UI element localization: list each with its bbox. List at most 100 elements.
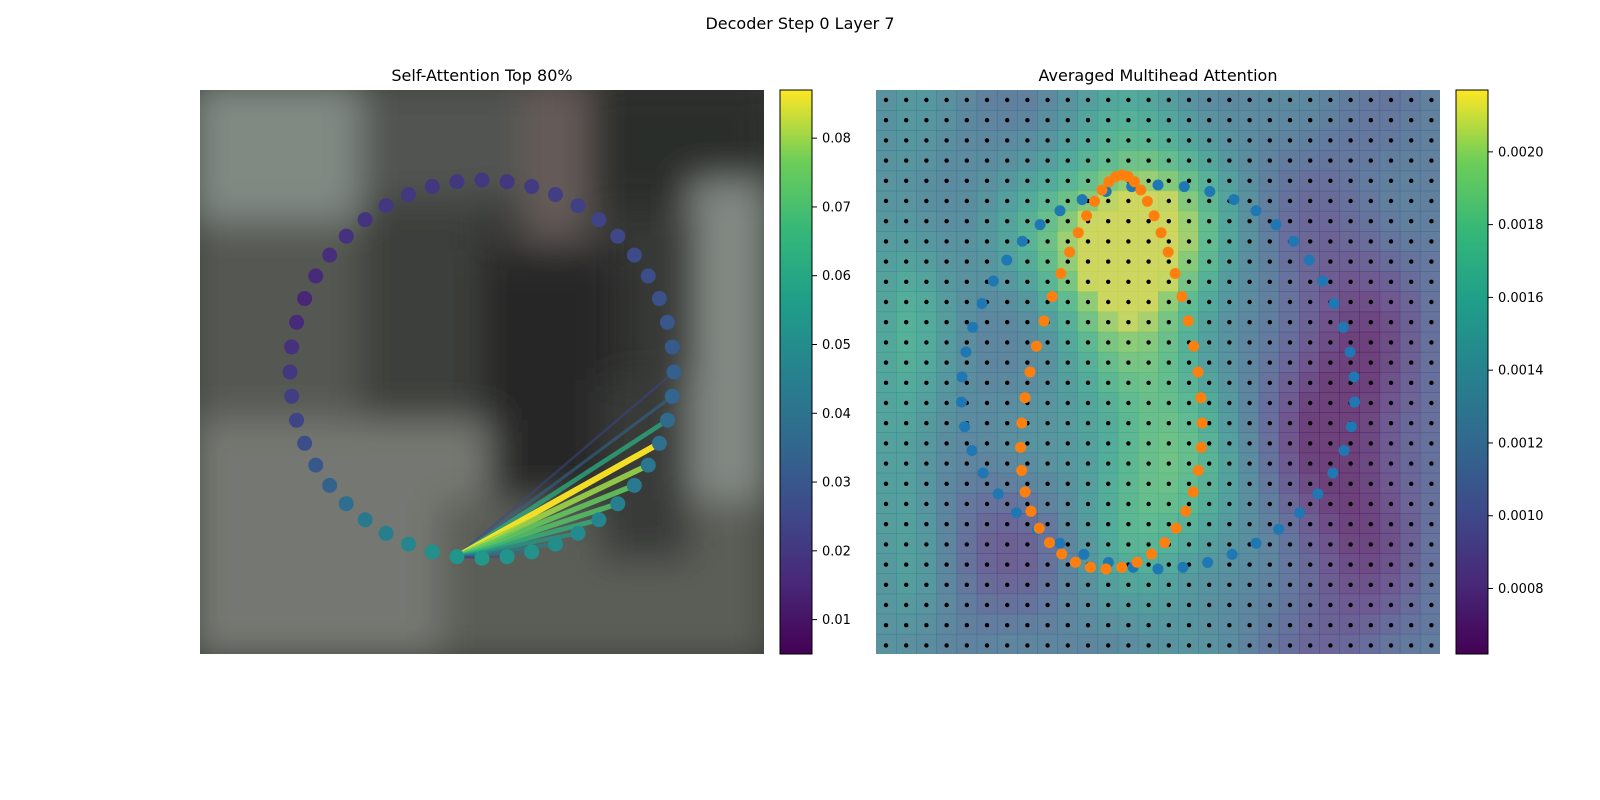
series-2-point — [1030, 340, 1042, 352]
series-1-point — [1152, 179, 1164, 191]
series-2-point — [1192, 366, 1204, 378]
series-1-point — [955, 396, 967, 408]
series-1-point — [1348, 371, 1360, 383]
contour-point — [449, 549, 465, 565]
contour-point — [282, 364, 298, 380]
series-2-point — [1055, 268, 1067, 279]
colorbar-tick-label: 0.0008 — [1498, 582, 1544, 597]
contour-point — [547, 187, 563, 203]
right-panel-title: Averaged Multihead Attention — [1039, 66, 1278, 85]
series-2-point — [1025, 505, 1037, 517]
series-1-point — [1034, 219, 1046, 231]
contour-point — [610, 496, 626, 512]
contour-point — [610, 228, 626, 244]
contour-point — [378, 198, 394, 214]
series-2-point — [1016, 465, 1028, 476]
figure-title: Decoder Step 0 Layer 7 — [705, 14, 894, 33]
series-1-point — [1312, 488, 1324, 500]
colorbar-tick-label: 0.08 — [822, 132, 851, 147]
series-markers — [955, 169, 1361, 575]
series-2-point — [1096, 184, 1108, 196]
contour-point — [378, 525, 394, 541]
series-1-point — [1226, 548, 1238, 560]
contour-point — [640, 457, 656, 473]
colorbar-tick-label: 0.0012 — [1498, 436, 1544, 451]
series-1-point — [1273, 523, 1285, 535]
contour-point — [570, 198, 586, 214]
contour-point — [449, 174, 465, 190]
series-2-point — [1056, 548, 1068, 560]
contour-point — [357, 512, 373, 528]
series-2-point — [1116, 561, 1128, 573]
series-2-point — [1038, 315, 1050, 327]
contour-point — [322, 477, 338, 493]
series-2-point — [1169, 268, 1181, 279]
series-1-point — [976, 298, 988, 310]
series-2-point — [1081, 210, 1093, 222]
series-2-point — [1064, 246, 1076, 258]
contour-point — [659, 412, 675, 428]
contour-point — [664, 339, 680, 355]
colorbar-tick-label: 0.03 — [822, 476, 851, 491]
series-1-point — [1349, 396, 1361, 408]
contour-point — [547, 536, 563, 552]
series-2-point — [1128, 176, 1140, 188]
series-1-point — [1250, 205, 1262, 217]
series-1-point — [1202, 556, 1214, 568]
series-1-point — [1010, 507, 1022, 519]
left-panel-title: Self-Attention Top 80% — [391, 66, 572, 85]
series-2-point — [1187, 486, 1199, 498]
series-1-point — [956, 371, 968, 383]
series-2-point — [1072, 227, 1084, 239]
contour-point — [338, 496, 354, 512]
contour-point — [666, 364, 682, 380]
series-2-point — [1024, 366, 1036, 378]
series-2-point — [1192, 465, 1204, 476]
series-1-point — [959, 421, 971, 433]
series-1-point — [1204, 186, 1216, 198]
attention-line — [455, 370, 676, 558]
right-colorbar-ticks: 0.0008 0.0010 0.0012 0.0014 0.0016 0.0018 0.00… — [1488, 145, 1544, 597]
series-2-point — [1070, 556, 1082, 568]
contour-point — [308, 268, 324, 284]
series-1-point — [1345, 421, 1357, 433]
series-1-point — [1054, 537, 1066, 549]
colorbar-tick-label: 0.0010 — [1498, 509, 1544, 524]
contour-point — [651, 435, 667, 451]
series-1-point — [1177, 561, 1189, 573]
series-2-point — [1043, 537, 1055, 549]
contour-point — [591, 512, 607, 528]
series-2-point — [1196, 417, 1208, 429]
series-1-point — [1327, 467, 1339, 479]
left-colorbar-ticks: 0.01 0.02 0.03 0.04 0.05 0.06 0.07 0.08 — [812, 132, 851, 628]
series-2-point — [1182, 315, 1194, 327]
series-2-point — [1033, 522, 1045, 534]
series-1-point — [966, 444, 978, 456]
series-2-point — [1089, 195, 1101, 207]
series-1-point — [1054, 205, 1066, 217]
series-1-point — [1337, 321, 1349, 333]
colorbar-tick-label: 0.02 — [822, 544, 851, 559]
contour-point — [659, 314, 675, 330]
contour-point — [322, 247, 338, 263]
series-2-point — [1162, 246, 1174, 258]
colorbar-tick-label: 0.0016 — [1498, 291, 1544, 306]
contour-point — [401, 536, 417, 552]
contour-point — [474, 172, 490, 188]
series-1-point — [1270, 219, 1282, 231]
left-panel: Self-Attention Top 80% 0.01 0.02 0.03 0.04 — [200, 66, 851, 655]
contour-point — [338, 228, 354, 244]
contour-point — [640, 268, 656, 284]
contour-point — [284, 339, 300, 355]
contour-point — [289, 314, 305, 330]
colorbar-tick-label: 0.07 — [822, 200, 851, 215]
series-2-point — [1159, 537, 1171, 549]
series-1-point — [1228, 194, 1240, 206]
contour-point — [626, 247, 642, 263]
contour-point — [289, 412, 305, 428]
series-1-point — [987, 275, 999, 287]
series-2-point — [1046, 291, 1058, 303]
series-2-point — [1170, 522, 1182, 534]
colorbar-tick-label: 0.0018 — [1498, 218, 1544, 233]
